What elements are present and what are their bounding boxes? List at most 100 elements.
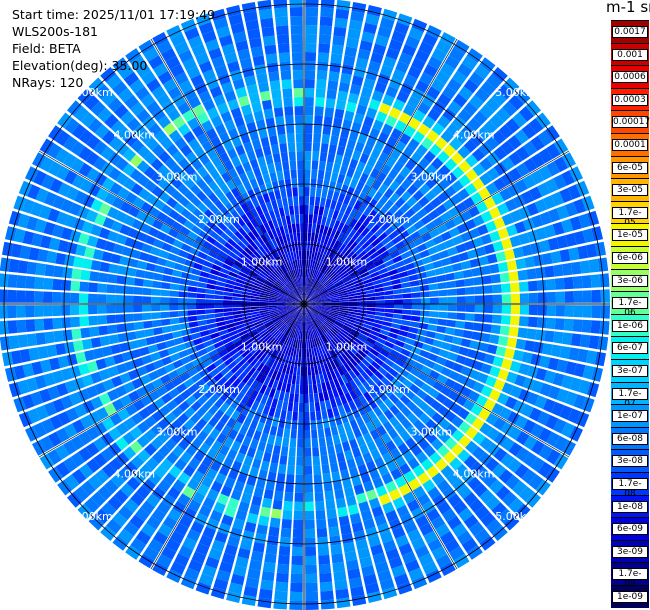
beta-cell bbox=[396, 504, 410, 518]
beta-cell bbox=[227, 497, 240, 510]
beta-cell bbox=[361, 413, 371, 424]
beta-cell bbox=[332, 210, 340, 220]
beta-cell bbox=[278, 545, 291, 556]
beta-cell bbox=[467, 117, 482, 132]
beta-cell bbox=[249, 504, 261, 516]
beta-cell bbox=[214, 308, 224, 313]
beta-cell bbox=[591, 305, 601, 319]
beta-cell bbox=[296, 456, 304, 466]
beta-cell bbox=[178, 545, 194, 559]
beta-cell bbox=[360, 271, 370, 279]
beta-cell bbox=[328, 144, 337, 155]
beta-cell bbox=[385, 156, 397, 168]
beta-cell bbox=[349, 419, 359, 430]
colorbar-label: 1.7e-05 bbox=[612, 206, 648, 228]
beta-cell bbox=[297, 286, 302, 296]
beta-cell bbox=[547, 357, 560, 371]
beta-cell bbox=[246, 275, 256, 282]
beta-cell bbox=[196, 190, 208, 202]
beta-cell bbox=[392, 283, 402, 290]
beta-cell bbox=[221, 552, 236, 565]
beta-cell bbox=[402, 362, 413, 373]
beta-cell bbox=[295, 474, 304, 484]
beta-cell bbox=[320, 590, 334, 601]
beta-cell bbox=[183, 419, 196, 431]
beta-cell bbox=[151, 304, 161, 312]
beta-cell bbox=[139, 251, 150, 262]
beta-cell bbox=[233, 565, 247, 577]
beta-cell bbox=[126, 331, 137, 341]
beta-cell bbox=[403, 470, 416, 483]
field-name: Field: BETA bbox=[12, 41, 81, 56]
beta-cell bbox=[415, 451, 428, 464]
beta-cell bbox=[238, 444, 249, 455]
beta-cell bbox=[190, 424, 202, 437]
beta-cell bbox=[320, 293, 330, 298]
beta-cell bbox=[294, 241, 299, 251]
beta-cell bbox=[342, 259, 351, 268]
beta-cell bbox=[225, 191, 235, 202]
beta-cell bbox=[317, 364, 323, 375]
beta-cell bbox=[481, 275, 492, 285]
beta-cell bbox=[195, 235, 206, 246]
beta-cell bbox=[286, 305, 296, 308]
beta-cell bbox=[387, 215, 398, 226]
beta-cell bbox=[205, 299, 215, 304]
beta-cell bbox=[284, 355, 290, 365]
beta-cell bbox=[100, 146, 115, 161]
beta-cell bbox=[224, 119, 236, 131]
beta-cell bbox=[480, 385, 493, 398]
beta-cell bbox=[515, 179, 528, 193]
beta-cell bbox=[312, 306, 322, 310]
beta-cell bbox=[256, 524, 268, 535]
beta-cell bbox=[238, 253, 248, 262]
beta-cell bbox=[438, 297, 448, 304]
beta-cell bbox=[545, 466, 560, 483]
beta-cell bbox=[272, 499, 283, 510]
beta-cell bbox=[389, 416, 400, 428]
beta-cell bbox=[328, 313, 338, 319]
beta-cell bbox=[336, 211, 344, 222]
beta-cell bbox=[381, 325, 391, 332]
beta-cell bbox=[141, 243, 153, 254]
beta-cell bbox=[164, 381, 176, 392]
beta-cell bbox=[122, 148, 137, 162]
beta-cell bbox=[221, 514, 234, 527]
beta-cell bbox=[352, 244, 361, 253]
beta-cell bbox=[377, 131, 390, 144]
beta-cell bbox=[502, 101, 518, 117]
beta-cell bbox=[295, 301, 304, 304]
beta-cell bbox=[353, 397, 363, 408]
beta-cell bbox=[70, 280, 81, 292]
beta-cell bbox=[499, 407, 512, 421]
beta-cell bbox=[399, 276, 410, 283]
beta-cell bbox=[318, 160, 326, 171]
beta-cell bbox=[221, 353, 231, 362]
beta-cell bbox=[291, 546, 303, 556]
beta-cell bbox=[180, 355, 192, 365]
beta-cell bbox=[125, 545, 142, 560]
beta-cell bbox=[275, 246, 282, 256]
beta-cell bbox=[391, 220, 402, 230]
beta-cell bbox=[90, 224, 102, 237]
beta-cell bbox=[387, 353, 398, 363]
beta-cell bbox=[389, 273, 400, 281]
beta-cell bbox=[375, 295, 385, 300]
beta-cell bbox=[290, 16, 303, 26]
beta-cell bbox=[267, 251, 275, 261]
beta-cell bbox=[183, 130, 196, 144]
beta-cell bbox=[219, 152, 230, 164]
beta-cell bbox=[343, 195, 352, 206]
beta-cell bbox=[304, 492, 314, 502]
beta-cell bbox=[310, 420, 317, 430]
beta-cell bbox=[206, 148, 218, 161]
beta-cell bbox=[489, 334, 500, 345]
beta-cell bbox=[317, 428, 325, 439]
beta-cell bbox=[213, 358, 224, 368]
beta-cell bbox=[582, 305, 592, 318]
beta-cell bbox=[235, 144, 246, 156]
beta-cell bbox=[472, 360, 484, 371]
beta-cell bbox=[135, 269, 146, 278]
beta-cell bbox=[268, 305, 278, 308]
beta-cell bbox=[363, 480, 375, 492]
